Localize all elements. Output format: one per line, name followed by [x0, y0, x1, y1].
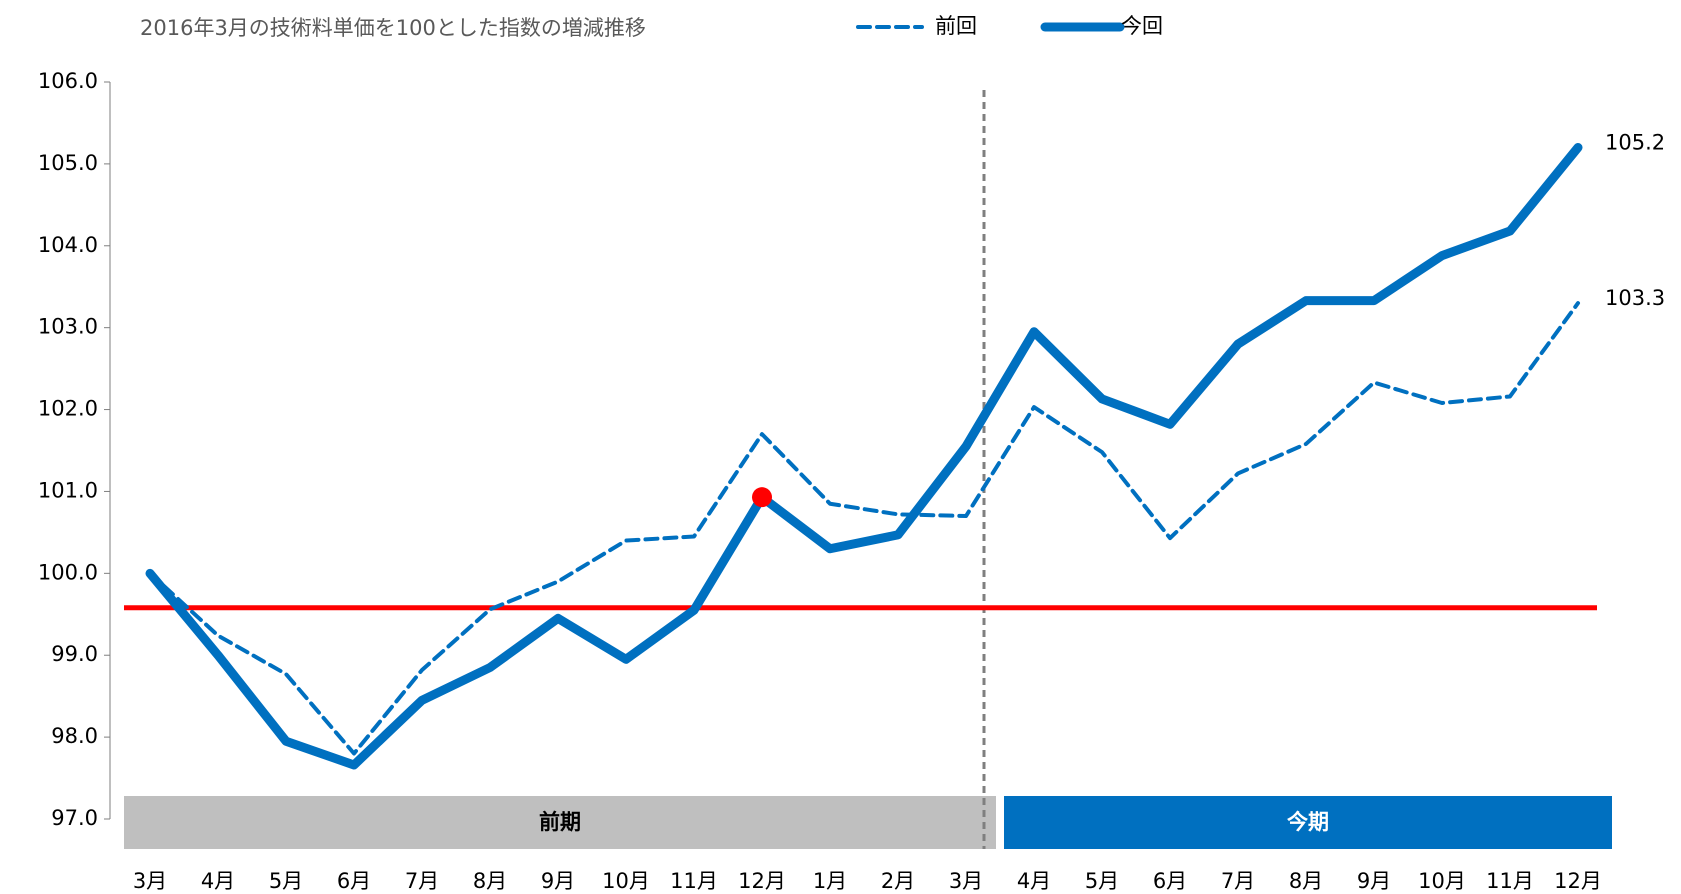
x-tick-label: 1月	[813, 869, 847, 893]
x-tick-label: 9月	[541, 869, 575, 893]
x-tick-label: 11月	[670, 869, 718, 893]
x-tick-label: 4月	[201, 869, 235, 893]
y-tick-label: 98.0	[51, 724, 98, 748]
x-tick-label: 8月	[473, 869, 507, 893]
x-tick-label: 8月	[1289, 869, 1323, 893]
y-tick-label: 99.0	[51, 642, 98, 666]
x-tick-label: 7月	[405, 869, 439, 893]
y-tick-label: 105.0	[38, 151, 98, 175]
y-tick-label: 104.0	[38, 233, 98, 257]
x-tick-label: 3月	[133, 869, 167, 893]
period-label: 前期	[539, 810, 581, 834]
x-tick-label: 6月	[1153, 869, 1187, 893]
period-band	[1004, 796, 1612, 849]
chart-title: 2016年3月の技術料単価を100とした指数の増減推移	[140, 16, 646, 40]
x-tick-label: 5月	[1085, 869, 1119, 893]
x-tick-label: 12月	[738, 869, 786, 893]
y-tick-label: 106.0	[38, 69, 98, 93]
x-tick-label: 11月	[1486, 869, 1534, 893]
x-tick-label: 5月	[269, 869, 303, 893]
y-tick-label: 101.0	[38, 478, 98, 502]
series-line	[148, 301, 1580, 756]
x-tick-label: 4月	[1017, 869, 1051, 893]
period-label: 今期	[1287, 810, 1329, 834]
y-tick-label: 102.0	[38, 397, 98, 421]
x-tick-label: 2月	[881, 869, 915, 893]
y-tick-label: 97.0	[51, 806, 98, 830]
y-tick-label: 100.0	[38, 560, 98, 584]
period-band	[124, 796, 996, 849]
series-line	[145, 143, 1583, 770]
x-tick-label: 10月	[1418, 869, 1466, 893]
x-tick-label: 9月	[1357, 869, 1391, 893]
legend-label: 前回	[935, 14, 977, 38]
x-tick-label: 10月	[602, 869, 650, 893]
x-tick-label: 3月	[949, 869, 983, 893]
y-tick-label: 103.0	[38, 315, 98, 339]
value-label: 103.3	[1605, 286, 1665, 310]
value-label: 105.2	[1605, 131, 1665, 155]
x-tick-label: 6月	[337, 869, 371, 893]
x-tick-label: 12月	[1554, 869, 1602, 893]
legend-label: 今回	[1121, 14, 1163, 38]
highlight-point	[752, 487, 772, 508]
x-tick-label: 7月	[1221, 869, 1255, 893]
